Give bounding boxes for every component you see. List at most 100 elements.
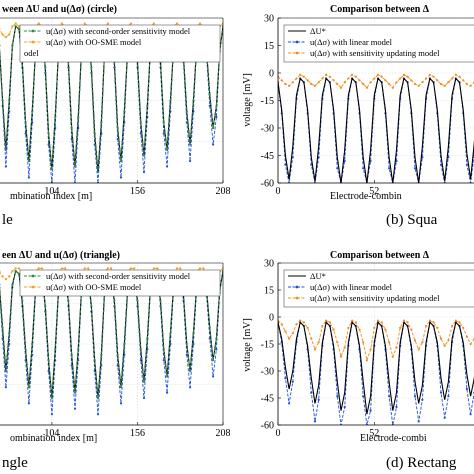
data-point-sensitivity_updating: [306, 326, 309, 329]
data-point-second_order: [90, 66, 93, 69]
data-point-second_order: [166, 148, 169, 152]
data-point-oo_sme: [14, 22, 17, 25]
data-point-second_order: [123, 342, 126, 346]
data-point-linear: [362, 167, 365, 170]
data-point-linear: [189, 386, 192, 389]
y-tick-label: -15: [261, 96, 274, 107]
x-tick-label: 208: [216, 428, 231, 439]
x-tick-label: 104: [44, 428, 59, 439]
data-point-second_order: [185, 110, 188, 113]
y-tick-label: 15: [264, 286, 274, 297]
axes: 104 156 208: [0, 262, 231, 439]
data-point-oo_sme: [1, 33, 4, 36]
data-point-second_order: [47, 359, 50, 362]
data-point-second_order: [93, 359, 96, 362]
data-point-oo_sme: [60, 22, 63, 25]
x-tick-label: 0: [276, 428, 281, 439]
data-point-sensitivity_updating: [384, 79, 387, 82]
data-point-sensitivity_updating: [328, 75, 331, 78]
series-line-reference: [278, 77, 474, 183]
legend-marker-second_order: [31, 274, 35, 278]
data-point-sensitivity_updating: [413, 82, 417, 86]
data-point-linear: [291, 380, 294, 383]
data-point-sensitivity_updating: [284, 82, 287, 86]
data-point-second_order: [14, 270, 17, 273]
data-point-second_order: [27, 386, 30, 389]
data-point-sensitivity_updating: [284, 330, 287, 333]
data-point-second_order: [96, 396, 100, 400]
plot-area: [278, 73, 474, 183]
legend-marker-linear: [295, 40, 299, 44]
series-line-reference: [278, 321, 474, 415]
data-point-second_order: [215, 337, 218, 340]
data-point-second_order: [8, 99, 11, 102]
data-point-linear: [215, 115, 218, 119]
data-point-second_order: [189, 369, 192, 373]
data-point-linear: [465, 163, 468, 166]
data-point-second_order: [116, 353, 119, 356]
axes: 0 52 -60 -45 -30 -15 0 15 30 voltage [mV]: [242, 259, 474, 439]
data-point-second_order: [24, 121, 27, 124]
data-point-linear: [439, 391, 443, 394]
panel-a: 104 156 208 ween ΔU and u(Δσ) (circle) mbina…: [0, 4, 231, 228]
data-point-sensitivity_updating: [432, 321, 435, 324]
legend-box: [283, 269, 474, 308]
panel-b: 0 52 -60 -45 -30 -15 0 15 30 voltage [mV] Comparis…: [242, 4, 474, 228]
data-point-sensitivity_updating: [454, 73, 457, 76]
data-point-second_order: [123, 110, 126, 113]
data-point-linear: [439, 163, 443, 166]
data-point-linear: [288, 402, 291, 405]
data-point-oo_sme: [129, 22, 132, 25]
data-point-sensitivity_updating: [439, 82, 443, 86]
legend-marker-sensitivity_updating: [295, 296, 299, 300]
data-point-sensitivity_updating: [380, 321, 383, 324]
data-point-second_order: [8, 332, 11, 335]
y-axis-label: voltage [mV]: [242, 73, 253, 127]
data-point-linear: [465, 387, 468, 391]
data-point-linear: [421, 398, 424, 401]
y-tick-label: -30: [261, 124, 274, 135]
data-point-sensitivity_updating: [288, 84, 291, 87]
x-tick-label: 208: [216, 186, 231, 197]
data-point-second_order: [90, 305, 93, 308]
data-point-linear: [413, 395, 417, 398]
data-point-second_order: [212, 126, 215, 130]
x-tick-label: 104: [44, 186, 59, 197]
legend-label: u(Δσ) with OO-SME model: [46, 282, 142, 292]
data-point-sensitivity_updating: [288, 337, 291, 340]
y-tick-label: -15: [261, 340, 274, 351]
data-point-second_order: [31, 110, 34, 113]
data-point-sensitivity_updating: [295, 323, 298, 326]
data-point-second_order: [208, 93, 211, 97]
chart-title: ween ΔU and u(Δσ) (circle): [2, 4, 117, 15]
data-point-second_order: [192, 332, 195, 335]
chart-title: Comparison between Δ: [330, 250, 430, 261]
data-point-sensitivity_updating: [384, 328, 387, 331]
data-point-oo_sme: [8, 33, 11, 36]
data-point-sensitivity_updating: [395, 81, 398, 84]
data-point-second_order: [100, 353, 103, 356]
data-point-sensitivity_updating: [306, 79, 309, 82]
data-point-second_order: [54, 348, 57, 351]
data-point-sensitivity_updating: [317, 341, 320, 344]
data-point-second_order: [14, 25, 17, 28]
data-point-second_order: [142, 154, 146, 157]
data-point-sensitivity_updating: [365, 359, 368, 362]
data-point-linear: [162, 132, 165, 135]
panel-c: 104 156 208 een ΔU and u(Δσ) (triangle) ombi…: [0, 250, 231, 471]
data-point-linear: [417, 420, 420, 423]
y-tick-label: -45: [261, 394, 274, 405]
data-point-sensitivity_updating: [362, 341, 365, 344]
y-tick-label: -60: [261, 179, 274, 190]
data-point-sensitivity_updating: [339, 86, 343, 89]
data-point-second_order: [159, 299, 162, 302]
data-point-sensitivity_updating: [336, 82, 339, 86]
data-point-second_order: [116, 126, 119, 130]
data-point-sensitivity_updating: [391, 355, 394, 358]
data-point-linear: [189, 159, 192, 163]
legend-label: u(Δσ) with linear model: [310, 282, 393, 292]
data-point-linear: [166, 391, 169, 394]
data-point-oo_sme: [41, 267, 44, 270]
data-point-sensitivity_updating: [358, 328, 361, 331]
